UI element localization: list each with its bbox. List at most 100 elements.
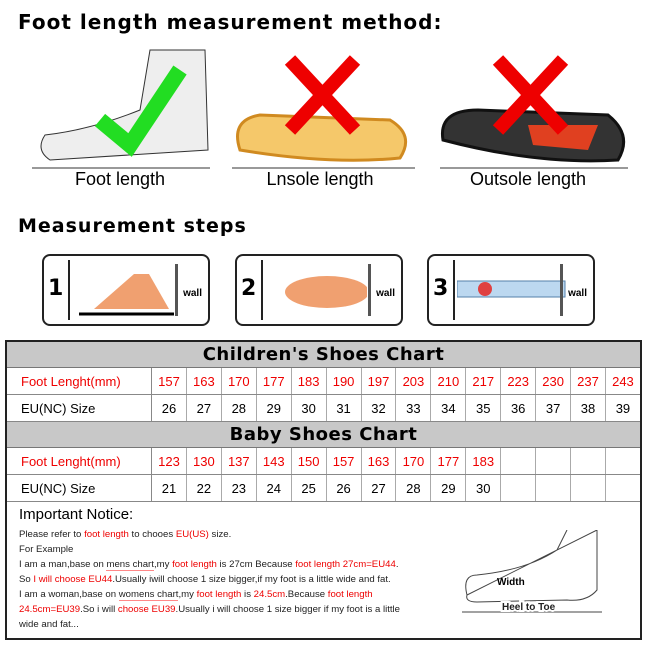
table-cell: 123 (152, 448, 187, 474)
method-label: Outsole length (469, 169, 587, 189)
heel-to-toe-label: Heel to Toe (502, 602, 556, 613)
notice-line: Please refer to foot length to chooes EU… (19, 527, 439, 542)
table-cell: 163 (362, 448, 397, 474)
notice-line: So I will choose EU44.Usually iwill choo… (19, 572, 439, 587)
table-cell: 22 (187, 475, 222, 501)
notice-text: 24.5cm=EU39 (19, 604, 81, 615)
notice-text: .Because (285, 589, 328, 600)
table-cell: 27 (362, 475, 397, 501)
outsole-icon (440, 55, 628, 169)
insole-icon (232, 55, 415, 169)
table-cell: 177 (431, 448, 467, 474)
notice-line: I am a woman,base on womens chart,my foo… (19, 587, 439, 602)
baby-length-row: Foot Lenght(mm) 123 130 137 143 150 157 163 170 1… (7, 448, 640, 475)
table-cell: 39 (615, 401, 631, 416)
table-cell (536, 448, 572, 474)
table-cell: 217 (466, 368, 502, 394)
notice-text: Please refer to (19, 529, 85, 540)
notice-line: For Example (19, 542, 439, 557)
row-label: EU(NC) Size (7, 475, 152, 501)
notice-text: For Example (19, 544, 74, 555)
table-cell: 29 (257, 395, 292, 421)
ruler-icon (457, 280, 566, 298)
wall-label: wall (183, 288, 202, 299)
table-cell: 35 (466, 395, 502, 421)
step-number: 2 (241, 276, 257, 301)
table-cell: 183 (466, 448, 502, 474)
notice-text: . (395, 559, 399, 570)
table-cell: 34 (431, 395, 467, 421)
table-cell: 183 (292, 368, 327, 394)
method-outsole: Outsole length (438, 40, 628, 190)
table-cell: 210 (431, 368, 467, 394)
method-label: Foot length (74, 169, 166, 189)
row-label: Foot Lenght(mm) (7, 368, 152, 394)
width-label: Width (497, 577, 525, 588)
table-cell: 26 (327, 475, 362, 501)
notice-text: size. (208, 529, 232, 540)
notice-title: Important Notice: (19, 506, 134, 523)
baby-chart-title: Baby Shoes Chart (7, 422, 640, 448)
table-cell: 177 (257, 368, 292, 394)
table-cell: 243 (612, 374, 634, 389)
notice-text: womens chart (118, 589, 179, 601)
table-cell (571, 475, 606, 501)
size-chart: Children's Shoes Chart Foot Lenght(mm) 15… (5, 340, 642, 640)
notice-text: So (19, 574, 34, 585)
table-cell: 29 (431, 475, 467, 501)
table-cell: 33 (396, 395, 432, 421)
table-cell: 223 (501, 368, 537, 394)
table-cell: 23 (222, 475, 257, 501)
notice-line: wide and fat... (19, 617, 439, 632)
foot-wireframe-icon (32, 49, 210, 169)
table-cell: 25 (292, 475, 327, 501)
notice-text: foot length (196, 589, 242, 600)
table-cell: 170 (222, 368, 257, 394)
notice-text: I am a woman,base on (19, 589, 119, 600)
notice-text: foot length (84, 529, 129, 540)
table-cell: 230 (536, 368, 572, 394)
children-size-row: EU(NC) Size 26 27 28 29 30 31 32 33 34 35 36 37 38 39 (7, 395, 640, 422)
step-2: 2 wall (235, 254, 403, 326)
notice-text: .So i will (80, 604, 118, 615)
table-cell: 30 (292, 395, 327, 421)
table-cell (501, 475, 537, 501)
table-cell: 163 (187, 368, 222, 394)
notice-text: foot length (172, 559, 217, 570)
table-cell: 203 (396, 368, 432, 394)
children-chart-title: Children's Shoes Chart (7, 342, 640, 368)
notice-text: is 27cm Because (216, 559, 296, 570)
page-title: Foot length measurement method: (18, 10, 443, 34)
table-cell: 150 (292, 448, 327, 474)
table-cell: 137 (222, 448, 257, 474)
notice-text: mens chart (106, 559, 154, 571)
table-cell: 24 (257, 475, 292, 501)
table-cell: 36 (501, 395, 537, 421)
notice-text: wide and fat... (19, 619, 79, 630)
table-cell (606, 448, 640, 474)
row-label: Foot Lenght(mm) (7, 448, 152, 474)
table-cell: 28 (222, 395, 257, 421)
method-label: Lnsole length (266, 169, 374, 189)
baby-size-row: EU(NC) Size 21 22 23 24 25 26 27 28 29 30 (7, 475, 640, 502)
table-cell: 130 (187, 448, 222, 474)
notice-text: .Usually i will choose 1 size bigger if … (175, 604, 401, 615)
table-cell (606, 475, 640, 501)
step-number: 3 (433, 276, 449, 301)
notice-text: I am a man,base on (19, 559, 107, 570)
notice-text: ,my (153, 559, 173, 570)
method-foot: Foot length (30, 40, 210, 190)
table-cell: 38 (571, 395, 606, 421)
row-label: EU(NC) Size (7, 395, 152, 421)
table-cell (571, 448, 606, 474)
children-length-row: Foot Lenght(mm) 157 163 170 177 183 190 197 203 2… (7, 368, 640, 395)
notice-text: ,my (178, 589, 197, 600)
table-cell: 32 (362, 395, 397, 421)
notice-text: choose EU39 (117, 604, 176, 615)
notice-text: .Usually iwill choose 1 size bigger,if m… (112, 574, 391, 585)
table-cell: 31 (327, 395, 362, 421)
table-cell: 30 (466, 475, 502, 501)
wall-label: wall (568, 288, 587, 299)
foot-top-icon (285, 276, 367, 308)
foot-measure-diagram: Width Heel to Toe (462, 530, 602, 615)
